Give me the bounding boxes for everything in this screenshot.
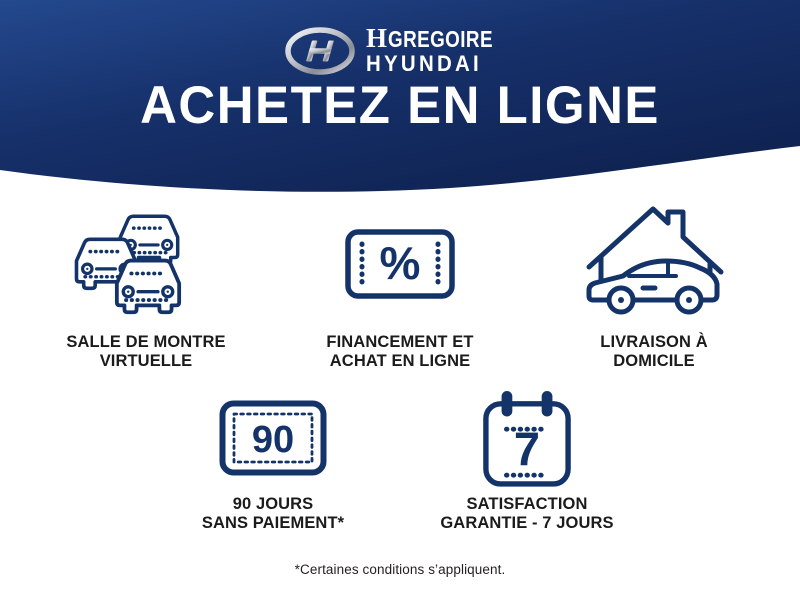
svg-text:90: 90 [252,419,294,461]
90-days-badge-icon: 90 [219,390,327,486]
make-wordmark: HYUNDAI [366,50,483,76]
svg-text:%: % [380,237,421,289]
feature-online-financing: % FINANCEMENT ET ACHAT EN LIGNE [273,204,527,372]
home-delivery-house-car-icon [579,204,729,324]
dealer-wordmark: H GREGOIRE HYUNDAI [366,23,516,76]
features-row-1: SALLE DE MONTRE VIRTUELLE % FINANCEMENT … [0,204,800,372]
svg-text:7: 7 [514,422,540,475]
calendar-7-days-icon: 7 [482,390,572,487]
feature-home-delivery: LIVRAISON À DOMICILE [527,204,781,372]
hero-wave-background [0,0,800,192]
feature-label-90-days: 90 JOURS SANS PAIEMENT* [201,494,345,533]
feature-label-home-delivery: LIVRAISON À DOMICILE [600,333,708,371]
coupon-percent-icon: % [344,204,456,324]
hero-title: ACHETEZ EN LIGNE [140,75,660,135]
disclaimer-text: *Certaines conditions s’appliquent. [294,562,506,577]
hero-header: H GREGOIRE HYUNDAI ACHETEZ EN LIGNE [0,0,800,196]
feature-label-virtual-showroom: SALLE DE MONTRE VIRTUELLE [66,333,226,371]
feature-90-days: 90 90 JOURS SANS PAIEMENT* [146,390,400,534]
features-section: SALLE DE MONTRE VIRTUELLE % FINANCEMENT … [0,204,800,534]
hgregoire-h-mark: H [366,23,387,54]
feature-virtual-showroom: SALLE DE MONTRE VIRTUELLE [19,204,273,372]
feature-label-online-financing: FINANCEMENT ET ACHAT EN LIGNE [326,333,474,371]
dealer-name-line: H GREGOIRE [366,23,516,54]
brand-lockup: H GREGOIRE HYUNDAI [0,24,800,78]
feature-label-7-day-guarantee: SATISFACTION GARANTIE - 7 JOURS [440,494,614,533]
virtual-showroom-cars-icon [70,204,222,324]
feature-7-day-guarantee: 7 SATISFACTION GARANTIE - 7 JOURS [400,390,654,534]
hyundai-logo-icon [285,27,355,75]
dealer-name-text: GREGOIRE [388,26,493,53]
features-row-2: 90 90 JOURS SANS PAIEMENT* 7 [0,390,800,534]
